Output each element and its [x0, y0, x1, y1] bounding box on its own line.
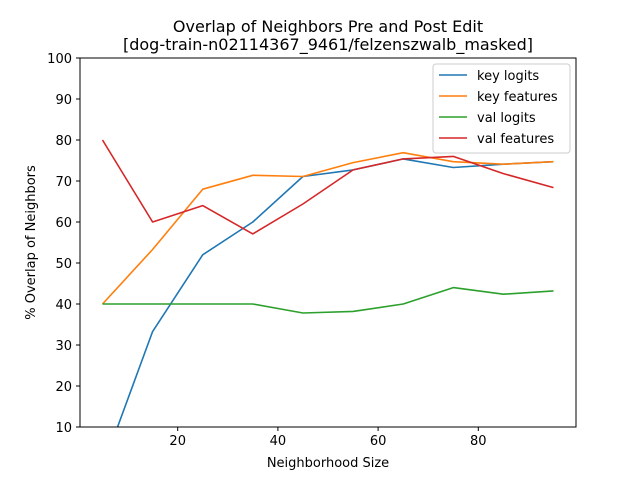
y-tick-label: 10: [55, 421, 72, 436]
y-tick-label: 80: [55, 134, 72, 149]
series-line-1: [116, 158, 554, 427]
y-tick-label: 40: [55, 298, 72, 313]
series-line-3: [102, 286, 554, 314]
y-tick-label: 90: [55, 93, 72, 108]
y-tick-label: 70: [55, 175, 72, 190]
y-tick-label: 50: [55, 257, 72, 272]
legend-label: key features: [477, 90, 558, 105]
legend-label: val features: [477, 132, 554, 147]
x-tick-label: 20: [169, 434, 186, 449]
x-axis-ticks: 20 40 60 80: [169, 427, 487, 449]
y-tick-label: 20: [55, 380, 72, 395]
x-tick-label: 60: [370, 434, 387, 449]
series-line-4: [101, 139, 554, 235]
legend: key logits key features val logits val feat…: [432, 63, 571, 154]
x-tick-label: 40: [270, 434, 287, 449]
chart-title-line-2: [dog-train-n02114367_9461/felzenszwalb_m…: [123, 35, 533, 55]
legend-label: key logits: [477, 69, 539, 84]
x-tick-label: 80: [470, 434, 487, 449]
series-line-2: [101, 151, 554, 305]
y-axis-label: % Overlap of Neighbors: [24, 165, 39, 320]
x-axis-label: Neighborhood Size: [267, 456, 389, 471]
y-axis-ticks: 10 20 30 40 50 60 70 80 90 100: [47, 52, 80, 436]
y-tick-label: 60: [55, 216, 72, 231]
y-tick-label: 30: [55, 339, 72, 354]
series-layer: [101, 139, 554, 427]
plot-frame: [79, 57, 577, 428]
legend-label: val logits: [477, 111, 536, 126]
legend-box: [432, 63, 571, 154]
y-tick-label: 100: [47, 52, 72, 67]
chart-title-line-1: Overlap of Neighbors Pre and Post Edit: [173, 17, 483, 36]
